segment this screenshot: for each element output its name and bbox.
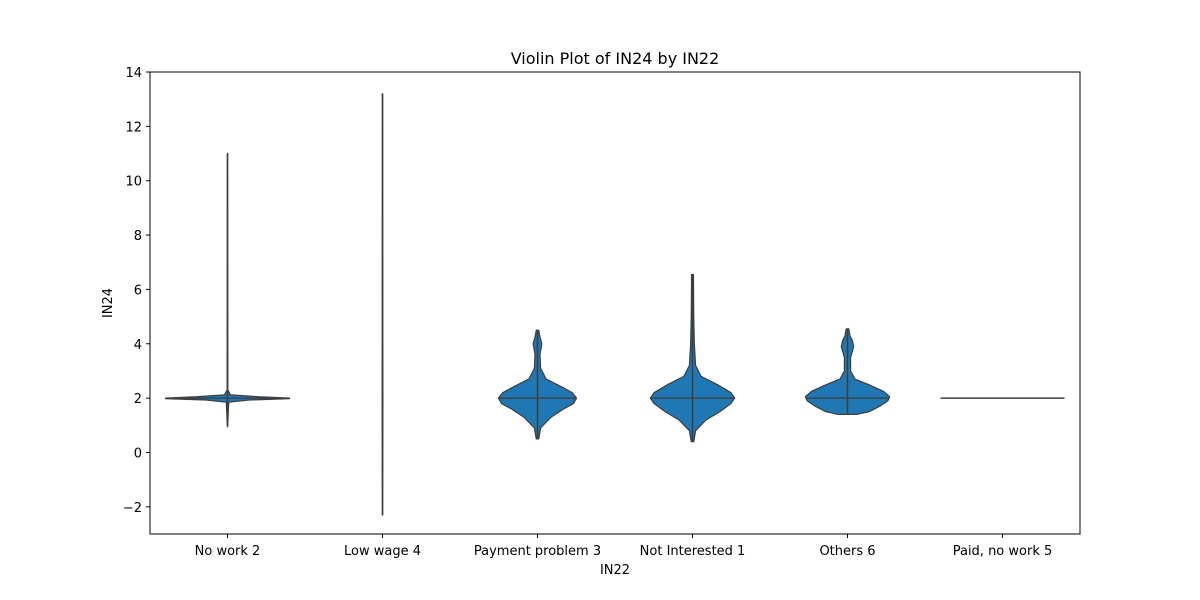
violin-1 [381,93,384,516]
y-tick-label: 2 [134,392,142,407]
chart-title: Violin Plot of IN24 by IN22 [511,49,720,68]
violin-0 [164,152,291,428]
y-tick-label: −2 [123,501,142,516]
violin-4 [804,328,891,416]
violin-2 [497,329,578,440]
y-tick-label: 4 [134,338,142,353]
y-tick-label: 6 [134,283,142,298]
y-tick-label: 0 [134,446,142,461]
violin-3 [649,273,736,443]
y-tick-label: 12 [125,120,142,135]
x-tick-label: Low wage 4 [344,544,421,559]
y-axis: −2 0 2 4 6 8 10 12 14 [123,66,150,516]
y-axis-label: IN24 [101,288,116,318]
y-tick-label: 14 [125,66,142,81]
x-tick-label: Others 6 [819,544,875,559]
y-tick-label: 8 [134,229,142,244]
x-axis: No work 2 Low wage 4 Payment problem 3 Not … [195,534,1053,559]
x-tick-label: Payment problem 3 [474,544,601,559]
violins-layer [164,93,1065,516]
x-tick-label: Paid, no work 5 [953,544,1053,559]
x-tick-label: Not Interested 1 [640,544,746,559]
x-tick-label: No work 2 [195,544,261,559]
x-axis-label: IN22 [600,563,630,578]
plot-frame [149,71,1081,535]
y-tick-label: 10 [125,175,142,190]
